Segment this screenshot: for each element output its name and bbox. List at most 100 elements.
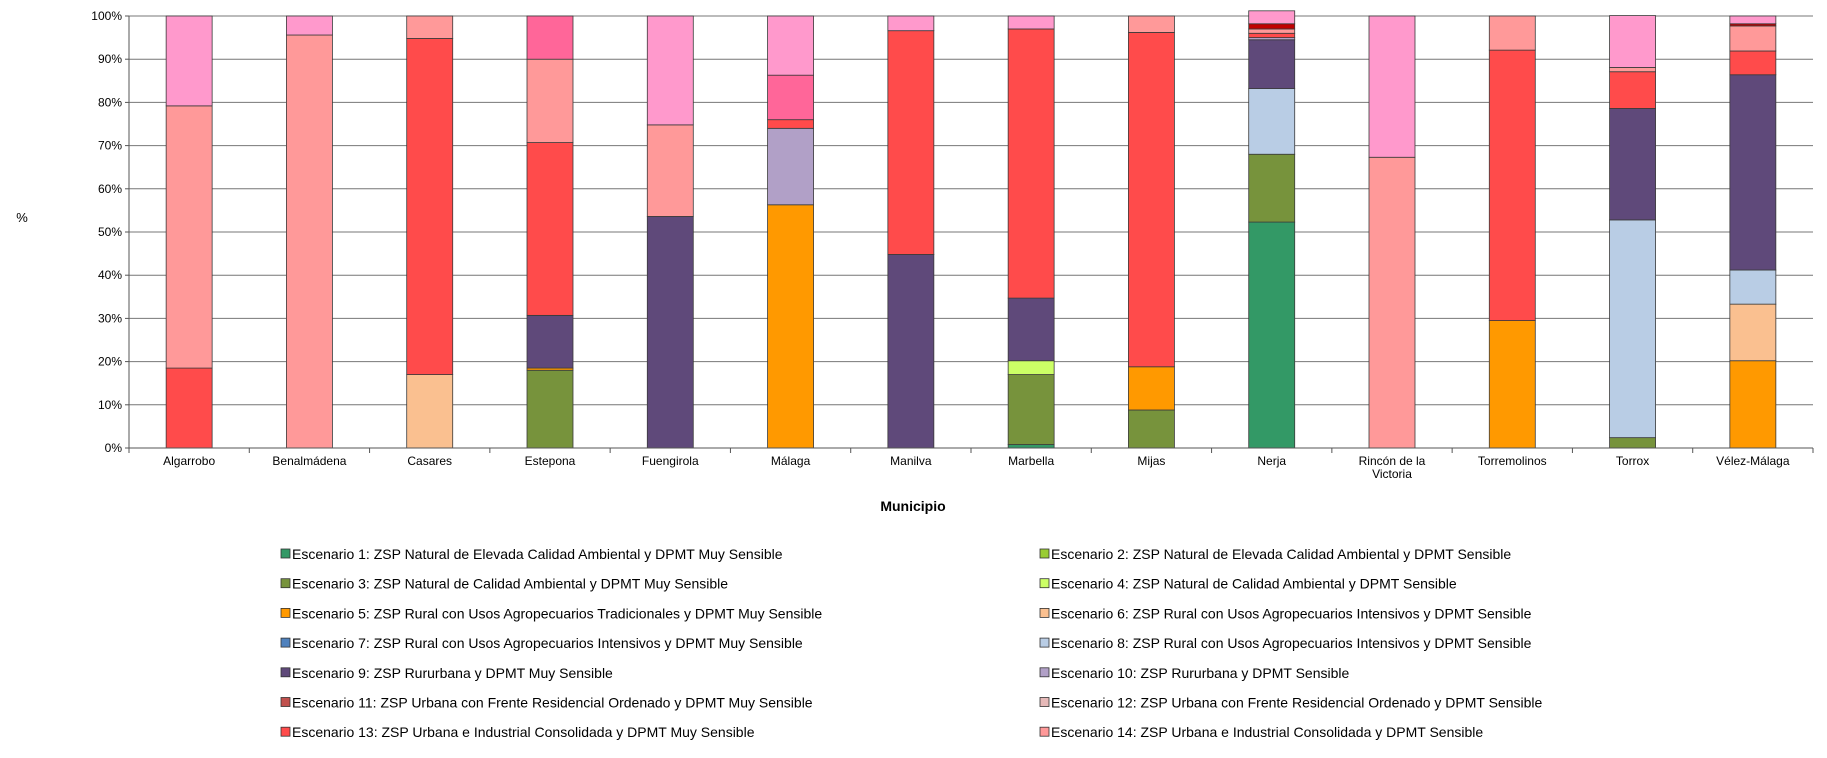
- x-tick-label: Benalmádena: [272, 454, 346, 468]
- bar-segment: [526, 142, 574, 316]
- bar-segment: [887, 254, 935, 449]
- x-tick-label: Mijas: [1137, 454, 1165, 468]
- bar-segment: [1128, 366, 1175, 411]
- bar-segment: [526, 58, 574, 143]
- y-tick-label: 100%: [91, 9, 122, 23]
- bar-segment: [1609, 15, 1656, 68]
- gridlines: [129, 15, 1813, 406]
- y-tick-label: 70%: [98, 139, 122, 153]
- legend-entry: Escenario 3: ZSP Natural de Calidad Ambi…: [292, 576, 728, 592]
- y-tick-label: 50%: [98, 225, 122, 239]
- x-tick-label-line: Nerja: [1257, 454, 1286, 468]
- bar-segment: [1248, 153, 1296, 223]
- y-tick-label: 90%: [98, 52, 122, 66]
- x-tick-label: Málaga: [771, 454, 811, 468]
- x-tick-label-line: Fuengirola: [642, 454, 699, 468]
- bar-segment: [286, 15, 333, 36]
- bar-segment: [1368, 15, 1416, 158]
- legend-swatch: [280, 608, 291, 618]
- legend-swatch: [1039, 548, 1050, 559]
- y-tick-label: 60%: [98, 182, 122, 196]
- bar-segment: [767, 15, 814, 76]
- legend-swatch: [1039, 726, 1050, 737]
- x-tick-label-line: Torremolinos: [1478, 454, 1547, 468]
- bar-segment: [1368, 156, 1416, 449]
- bar-segment: [526, 369, 574, 449]
- bar-segment: [1488, 49, 1536, 321]
- bar-segment: [1007, 28, 1055, 299]
- bar-segment: [1128, 32, 1175, 368]
- x-tick-label: Rincón de la Victoria: [1359, 454, 1426, 481]
- bar-segment: [1248, 88, 1296, 155]
- bar-segment: [1729, 50, 1777, 76]
- legend-swatch: [280, 667, 291, 678]
- bar-segment: [1007, 444, 1055, 449]
- y-tick-label: 30%: [98, 311, 122, 325]
- bar-segment: [1609, 67, 1656, 73]
- bar-segment: [1248, 39, 1296, 89]
- bar-segment: [1729, 269, 1777, 305]
- bar-segment: [767, 127, 814, 206]
- bar-segment: [406, 374, 454, 449]
- bar-segment: [1007, 15, 1055, 30]
- legend-entry: Escenario 5: ZSP Rural con Usos Agropecu…: [292, 605, 822, 621]
- y-tick-label: 40%: [98, 268, 122, 282]
- bar-segment: [1729, 25, 1777, 52]
- legend-swatch: [280, 637, 291, 648]
- legend-swatch: [280, 578, 291, 589]
- bar-segment: [406, 15, 454, 39]
- y-tick-label: 10%: [98, 398, 122, 412]
- bar-segment: [1248, 23, 1296, 30]
- legend-swatch: [1039, 637, 1050, 648]
- bar-segment: [646, 124, 694, 217]
- x-tick-label: Fuengirola: [642, 454, 699, 468]
- x-tick-label: Casares: [407, 454, 452, 468]
- bar-segment: [1248, 10, 1296, 25]
- bar-segment: [1729, 74, 1777, 271]
- y-axis-title: %: [16, 210, 28, 225]
- x-tick-label: Vélez-Málaga: [1716, 454, 1790, 468]
- bars: [165, 10, 1777, 449]
- legend-entry: Escenario 14: ZSP Urbana e Industrial Co…: [1051, 724, 1483, 740]
- bar-segment: [1488, 320, 1536, 449]
- x-tick-label-line: Benalmádena: [272, 454, 346, 468]
- bar-segment: [286, 34, 333, 449]
- bar-segment: [1729, 15, 1777, 25]
- bar-segment: [165, 367, 213, 449]
- y-tick-label: 0%: [105, 441, 123, 455]
- bar-segment: [646, 15, 694, 126]
- bar-segment: [1609, 219, 1656, 439]
- legend-entry: Escenario 10: ZSP Rururbana y DPMT Sensi…: [1051, 665, 1350, 681]
- bar-segment: [165, 105, 213, 369]
- legend-entry: Escenario 1: ZSP Natural de Elevada Cali…: [292, 546, 783, 562]
- x-tick-label: Torremolinos: [1478, 454, 1547, 468]
- bar-segment: [1609, 437, 1656, 449]
- legend-entry: Escenario 8: ZSP Rural con Usos Agropecu…: [1051, 635, 1532, 651]
- bar-segment: [767, 204, 814, 449]
- x-tick-label-line: Victoria: [1372, 467, 1412, 481]
- x-tick-label-line: Mijas: [1137, 454, 1165, 468]
- bar-segment: [406, 38, 454, 375]
- x-tick-label-line: Algarrobo: [163, 454, 215, 468]
- legend-swatch: [280, 697, 291, 707]
- bar-segment: [1007, 360, 1055, 375]
- legend-entry: Escenario 9: ZSP Rururbana y DPMT Muy Se…: [292, 665, 613, 681]
- bar-segment: [767, 119, 814, 129]
- y-tick-label: 80%: [98, 95, 122, 109]
- legend-entry: Escenario 2: ZSP Natural de Elevada Cali…: [1051, 546, 1511, 562]
- bar-segment: [165, 15, 213, 107]
- x-tick-label-line: Marbella: [1008, 454, 1054, 468]
- bar-segment: [1729, 360, 1777, 449]
- x-tick-label: Marbella: [1008, 454, 1054, 468]
- bar-segment: [1488, 15, 1536, 51]
- bar-segment: [1128, 15, 1175, 33]
- legend-swatch: [280, 548, 291, 559]
- y-tick-label: 20%: [98, 355, 122, 369]
- bar-segment: [526, 15, 574, 60]
- x-tick-label-line: Estepona: [525, 454, 576, 468]
- bar-segment: [1248, 221, 1296, 449]
- bar-segment: [1609, 71, 1656, 109]
- x-tick-label-line: Casares: [407, 454, 452, 468]
- legend-swatch: [280, 726, 291, 737]
- bar-segment: [1007, 374, 1055, 445]
